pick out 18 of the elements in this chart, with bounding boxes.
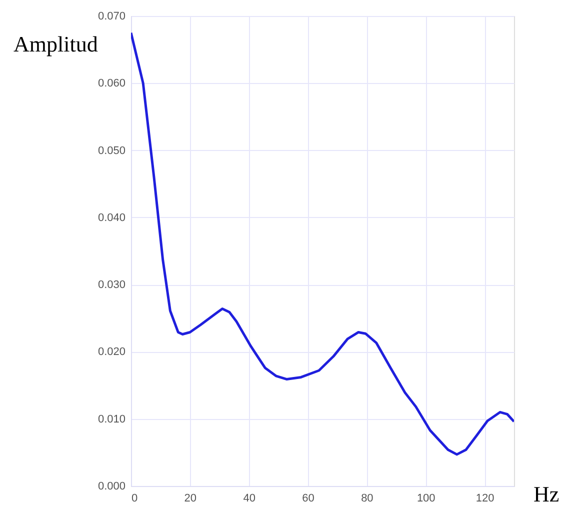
y-tick-label: 0.040 [98, 212, 126, 224]
x-tick-label: 40 [243, 492, 256, 504]
x-tick-label: 0 [132, 492, 138, 504]
x-tick-label: 20 [184, 492, 197, 504]
x-tick-label: 60 [302, 492, 314, 504]
y-tick-label: 0.020 [98, 346, 126, 358]
y-tick-label: 0.010 [98, 413, 126, 426]
y-axis-title: Amplitud [14, 32, 98, 56]
line-series [131, 32, 514, 456]
y-tick-label: 0.000 [98, 480, 126, 492]
x-tick-label: 80 [361, 492, 374, 504]
y-tick-label: 0.060 [98, 78, 126, 90]
x-tick-label: 100 [416, 492, 436, 504]
x-axis-title: Hz [534, 482, 560, 506]
x-tick-label: 120 [476, 492, 494, 504]
y-tick-label: 0.030 [98, 279, 126, 292]
y-tick-label: 0.070 [98, 10, 126, 22]
y-tick-label: 0.050 [98, 144, 126, 157]
